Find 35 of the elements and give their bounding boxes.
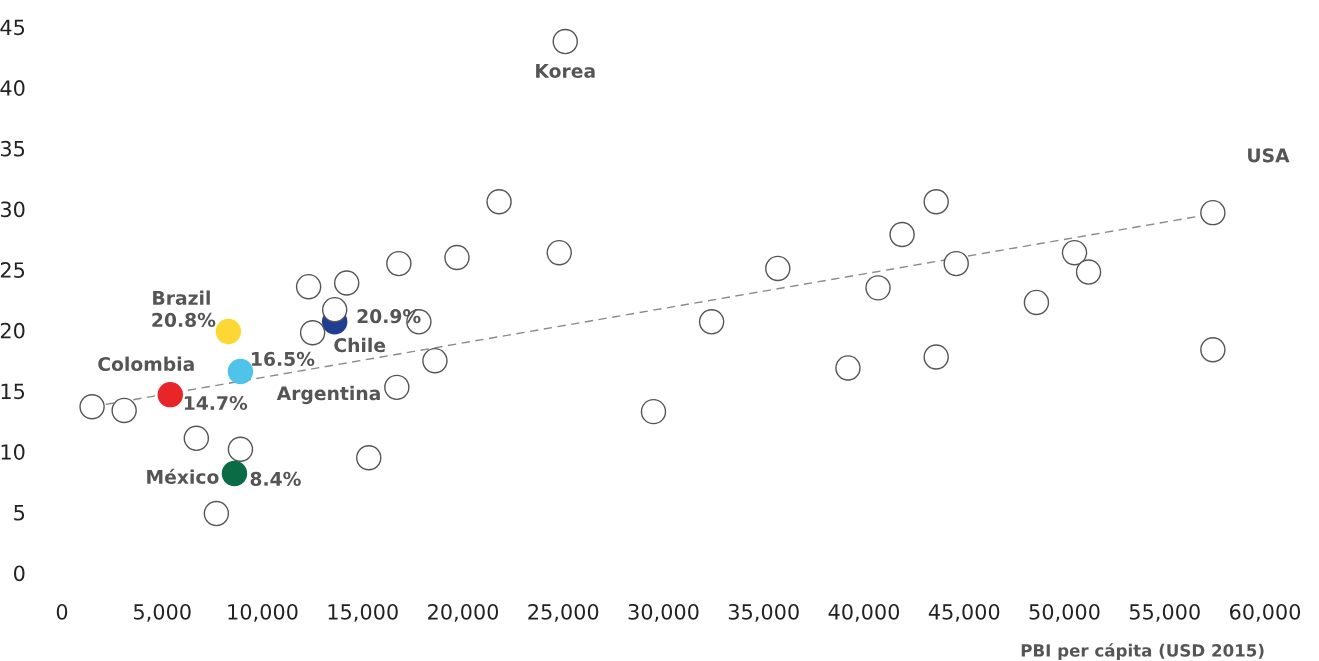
x-tick-label: 10,000 <box>228 603 298 622</box>
annotation: 8.4% <box>250 471 301 486</box>
x-tick-label: 35,000 <box>728 603 799 622</box>
x-tick-label: 60,000 <box>1230 603 1301 622</box>
x-tick-label: 5,000 <box>134 603 191 622</box>
y-tick-label: 15 <box>1 383 25 400</box>
y-tick-label: 45 <box>0 19 25 36</box>
annotation: Korea <box>536 64 595 78</box>
annotation: 14.7% <box>184 395 248 411</box>
annotation: Argentina <box>276 385 380 405</box>
annotation: USA <box>1248 148 1290 163</box>
annotation: Colombia <box>98 356 194 372</box>
y-tick-label: 10 <box>1 444 25 460</box>
y-tick-label: 35 <box>0 140 25 157</box>
annotation: Brazil <box>153 290 210 305</box>
x-tick-label: 0 <box>56 603 68 620</box>
x-tick-label: 20,000 <box>428 603 499 622</box>
y-tick-label: 30 <box>0 201 25 218</box>
x-tick-label: 15,000 <box>328 603 398 622</box>
annotation: 20.8% <box>152 312 216 327</box>
x-tick-label: 25,000 <box>528 603 599 622</box>
annotation: Chile <box>334 337 386 353</box>
x-tick-label: 45,000 <box>928 603 1000 622</box>
x-tick-label: 40,000 <box>828 603 900 622</box>
y-tick-label: 20 <box>0 322 25 339</box>
annotation: 16.5% <box>252 351 315 367</box>
annotation: México <box>147 468 219 484</box>
y-tick-label: 5 <box>14 505 25 521</box>
x-tick-label: 55,000 <box>1129 603 1200 622</box>
y-tick-label: 40 <box>0 80 25 96</box>
x-tick-label: 50,000 <box>1029 603 1100 622</box>
x-tick-label: 30,000 <box>628 603 699 622</box>
y-tick-label: 0 <box>14 565 25 582</box>
x-axis-title: PBI per cápita (USD 2015) <box>1021 643 1264 660</box>
y-tick-label: 25 <box>0 262 25 278</box>
